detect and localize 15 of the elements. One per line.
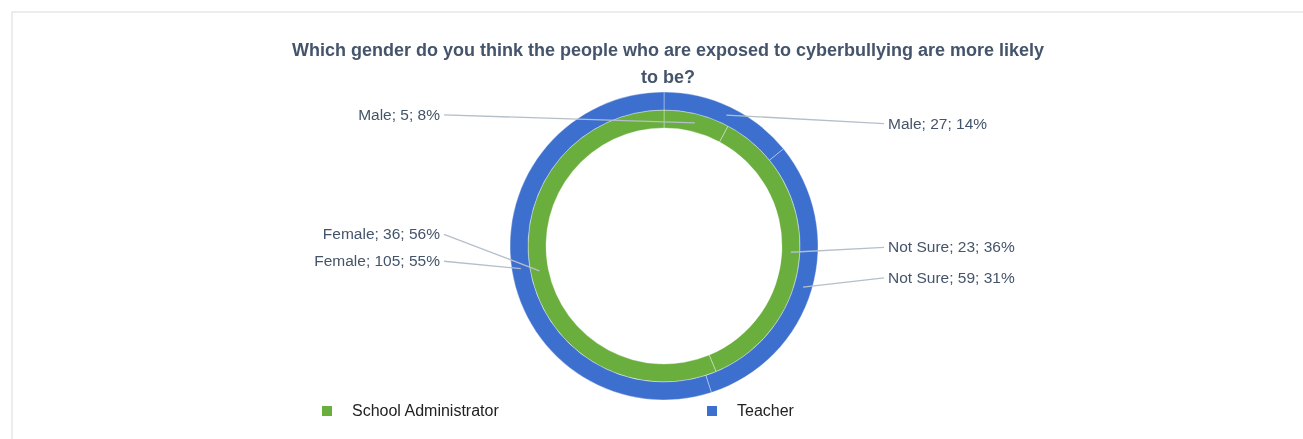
slice-label: Not Sure <box>888 268 950 286</box>
slice-label: Male <box>888 114 922 132</box>
slice-label: Female <box>322 225 375 243</box>
data-label: ; 27; 14% <box>921 114 988 132</box>
data-label: ; 5; 8% <box>391 105 441 123</box>
data-label: ; 23; 36% <box>949 238 1015 256</box>
data-label: ; 36; 56% <box>374 225 441 243</box>
legend-label: School Administrator <box>352 402 500 419</box>
chart-title: Which gender do you think the people who are exposed to cyberbullying are more likely to be? <box>291 40 1045 87</box>
slice-label: Male <box>358 105 392 123</box>
slice-label: Female <box>314 252 366 270</box>
data-label: ; 105; 55% <box>365 252 441 270</box>
slice-label: Not Sure <box>888 238 950 256</box>
legend-label: Teacher <box>737 402 795 419</box>
data-label: ; 59; 31% <box>949 268 1015 286</box>
